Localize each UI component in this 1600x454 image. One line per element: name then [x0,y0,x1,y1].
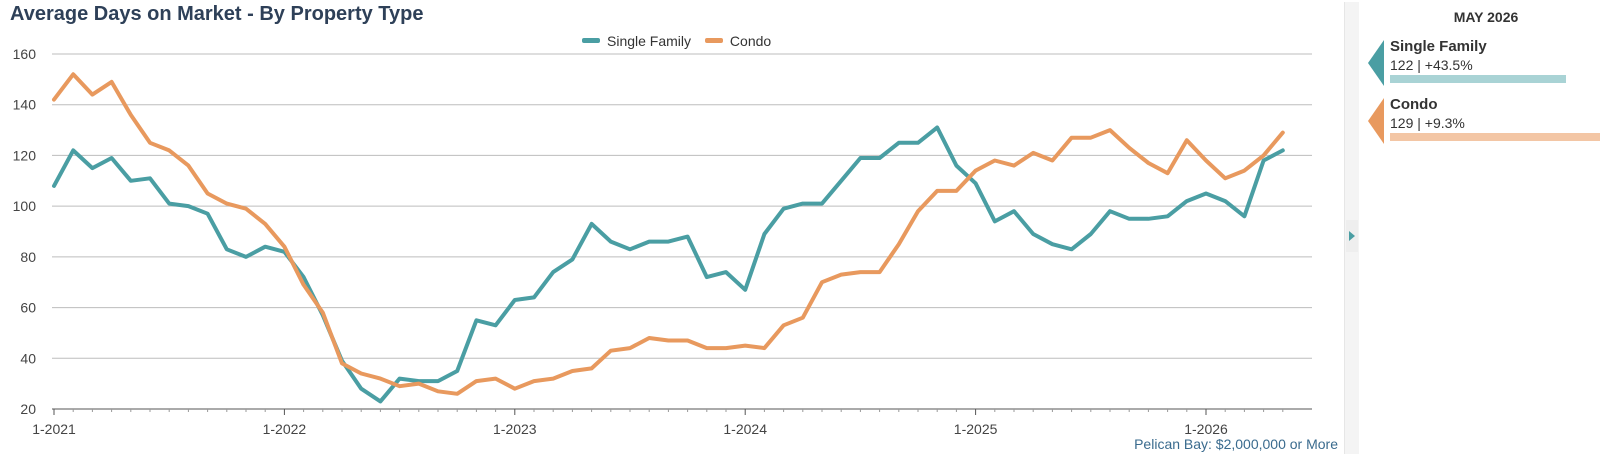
x-tick-label: 1-2021 [32,421,76,437]
x-tick-label: 1-2026 [1184,421,1228,437]
x-tick-label: 1-2023 [493,421,537,437]
series-line-condo [52,72,1285,396]
legend-label-single-family: Single Family [607,32,692,49]
legend-label-condo: Condo [729,32,772,49]
stat-change-bar [1390,133,1600,141]
stat-name: Single Family [1390,38,1487,55]
collapse-arrow-icon [1349,231,1355,241]
x-tick-label: 1-2022 [263,421,307,437]
stat-card-single-family[interactable]: Single Family 122 | +43.5% [1368,38,1600,88]
stat-value: 129 | +9.3% [1390,115,1465,131]
x-tick-label: 1-2025 [954,421,998,437]
legend-item-single-family[interactable]: Single Family [582,33,691,49]
series-marker-arrow-icon [1368,98,1384,144]
y-tick-label: 20 [20,401,36,417]
stat-name: Condo [1390,96,1438,113]
panel-period: MAY 2026 [1453,9,1519,25]
y-tick-label: 100 [13,198,37,214]
series-marker-arrow-icon [1368,40,1384,86]
y-tick-label: 140 [13,97,37,113]
y-tick-label: 160 [13,46,37,62]
source-note: Pelican Bay: $2,000,000 or More [1134,436,1338,452]
x-tick-label: 1-2024 [723,421,767,437]
y-tick-label: 40 [20,350,36,366]
legend-item-condo[interactable]: Condo [704,32,772,49]
y-tick-label: 120 [13,147,37,163]
legend: Single Family Condo [582,30,781,49]
stat-change-bar [1390,75,1566,83]
legend-swatch-condo [704,38,723,43]
y-tick-label: 60 [20,300,36,316]
legend-swatch-single-family [582,38,600,43]
plot-area: 20 40 60 80 100 120 140 160 1-2021 1-2022 1-2023 1-… [13,46,1312,437]
collapse-toggle-button[interactable] [1346,220,1358,252]
y-tick-label: 80 [20,249,36,265]
series-line-single-family [52,125,1285,404]
stat-value: 122 | +43.5% [1390,57,1473,73]
stat-card-condo[interactable]: Condo 129 | +9.3% [1368,96,1600,146]
chart-title: Average Days on Market - By Property Typ… [10,3,424,25]
